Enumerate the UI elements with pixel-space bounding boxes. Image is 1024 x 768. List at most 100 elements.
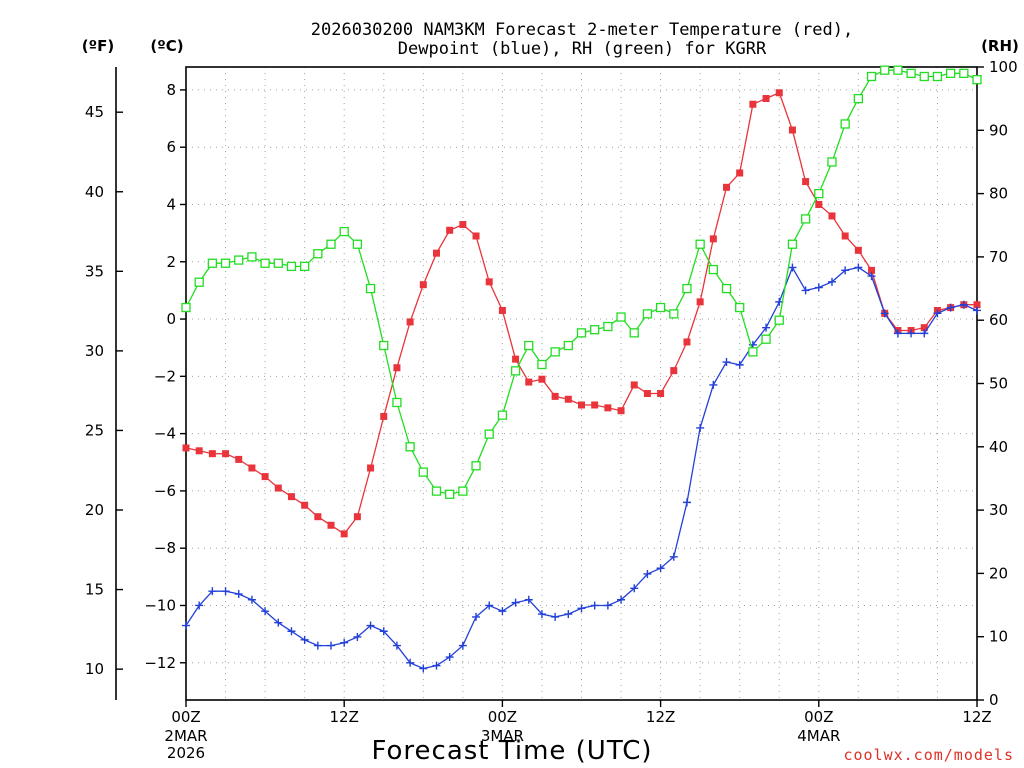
rh-point bbox=[352, 239, 363, 249]
dewpoint-point bbox=[498, 607, 507, 616]
temperature-point bbox=[815, 200, 823, 208]
rh-tick-label: 90 bbox=[989, 121, 1008, 139]
dewpoint-point bbox=[524, 595, 533, 604]
temperature-point bbox=[419, 281, 427, 289]
dewpoint-point bbox=[841, 266, 850, 275]
dewpoint-point bbox=[327, 641, 336, 650]
dewpoint-point bbox=[485, 601, 494, 610]
temperature-point bbox=[564, 395, 572, 403]
rh-point bbox=[418, 467, 428, 477]
fahrenheit-tick-label: 40 bbox=[85, 183, 104, 201]
temperature-point bbox=[657, 390, 665, 398]
temperature-point bbox=[380, 412, 388, 420]
dewpoint-point bbox=[247, 595, 256, 604]
dewpoint-point bbox=[577, 604, 586, 613]
rh-point bbox=[365, 283, 376, 294]
celsius-tick-label: −4 bbox=[154, 425, 176, 443]
temperature-point bbox=[828, 212, 836, 220]
temperature-point bbox=[802, 178, 810, 186]
temperature-point bbox=[406, 318, 414, 326]
celsius-tick-label: 2 bbox=[166, 253, 176, 271]
temperature-point bbox=[670, 367, 678, 375]
rh-point bbox=[800, 214, 811, 224]
temperature-point bbox=[868, 266, 876, 274]
x-tick-label: 12Z bbox=[330, 708, 359, 726]
dewpoint-point bbox=[221, 587, 230, 596]
temperature-point bbox=[788, 126, 796, 134]
fahrenheit-tick-label: 35 bbox=[85, 262, 104, 280]
dewpoint-point bbox=[419, 664, 428, 673]
rh-point bbox=[194, 277, 204, 287]
rh-point bbox=[669, 309, 679, 319]
rh-point bbox=[840, 119, 850, 129]
temperature-point bbox=[459, 221, 467, 229]
temperature-point bbox=[287, 493, 295, 501]
x-tick-label: 00Z bbox=[488, 708, 517, 726]
dewpoint-point bbox=[208, 587, 217, 596]
dewpoint-series bbox=[182, 263, 981, 673]
temperature-point bbox=[578, 401, 585, 409]
rh-point bbox=[313, 249, 323, 259]
rh-point bbox=[642, 309, 653, 319]
dewpoint-point bbox=[696, 423, 705, 432]
unit-label-fahrenheit: (ºF) bbox=[82, 37, 114, 55]
rh-point bbox=[379, 340, 389, 351]
dewpoint-point bbox=[920, 329, 929, 338]
rh-point bbox=[972, 75, 982, 85]
dewpoint-point bbox=[340, 638, 349, 647]
rh-point bbox=[234, 255, 244, 265]
temperature-point bbox=[446, 226, 454, 234]
dewpoint-point bbox=[669, 552, 678, 561]
rh-point bbox=[735, 302, 745, 313]
temperature-point bbox=[472, 232, 480, 240]
unit-label-rh: (RH) bbox=[981, 37, 1019, 55]
rh-point bbox=[959, 68, 969, 78]
rh-tick-label: 100 bbox=[989, 58, 1018, 76]
x-axis-label: Forecast Time (UTC) bbox=[371, 736, 652, 766]
rh-point bbox=[629, 328, 639, 338]
rh-point bbox=[695, 239, 705, 249]
rh-point bbox=[431, 486, 442, 496]
rh-point bbox=[576, 328, 587, 338]
rh-point bbox=[774, 315, 784, 325]
temperature-point bbox=[696, 298, 704, 306]
rh-point bbox=[603, 321, 613, 332]
dewpoint-point bbox=[353, 632, 362, 641]
temperature-point bbox=[617, 407, 625, 415]
dewpoint-point bbox=[182, 621, 190, 630]
rh-point bbox=[708, 264, 718, 275]
rh-point bbox=[471, 461, 481, 471]
dewpoint-point bbox=[656, 564, 665, 573]
rh-point bbox=[787, 239, 798, 249]
dewpoint-point bbox=[511, 598, 520, 607]
celsius-tick-label: 0 bbox=[166, 310, 176, 328]
dewpoint-point bbox=[682, 498, 691, 507]
temperature-point bbox=[248, 464, 256, 472]
dewpoint-point bbox=[867, 272, 876, 281]
dewpoint-point bbox=[366, 621, 375, 630]
chart-title-line-2: Dewpoint (blue), RH (green) for KGRR bbox=[398, 39, 767, 59]
rh-point bbox=[563, 340, 573, 351]
temperature-point bbox=[274, 484, 282, 492]
dewpoint-point bbox=[432, 661, 441, 670]
temperature-point bbox=[327, 521, 335, 529]
rh-point bbox=[748, 347, 758, 357]
dewpoint-point bbox=[827, 277, 836, 286]
celsius-tick-label: 4 bbox=[166, 195, 176, 213]
temperature-point bbox=[749, 100, 757, 108]
rh-point bbox=[510, 366, 521, 376]
dewpoint-point bbox=[907, 329, 916, 338]
celsius-tick-label: −8 bbox=[154, 539, 176, 557]
rh-point bbox=[866, 71, 877, 82]
rh-point bbox=[906, 68, 916, 78]
dewpoint-point bbox=[893, 329, 902, 338]
rh-point bbox=[181, 302, 191, 313]
rh-point bbox=[814, 188, 824, 199]
temperature-point bbox=[393, 364, 401, 372]
rh-point bbox=[616, 312, 626, 322]
x-tick-date: 2MAR bbox=[164, 727, 207, 745]
dewpoint-point bbox=[564, 610, 573, 619]
temperature-point bbox=[314, 513, 322, 521]
